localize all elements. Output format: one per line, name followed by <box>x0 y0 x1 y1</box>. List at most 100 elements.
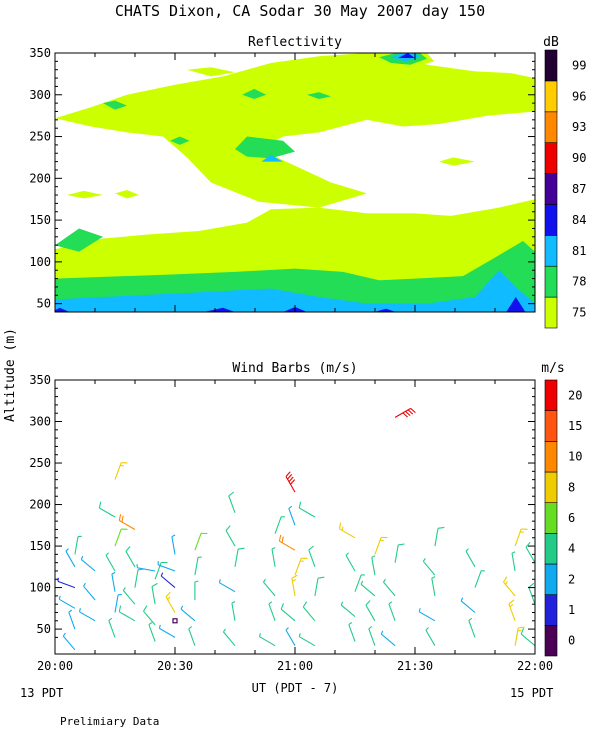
reflectivity-ytick-label: 350 <box>29 46 51 60</box>
colorbar-swatch-10-ms <box>544 440 558 473</box>
reflectivity-region-78-db <box>170 136 190 145</box>
reflectivity-ytick-label: 300 <box>29 88 51 102</box>
wind-barb <box>58 595 76 609</box>
reflectivity-ytick-label: 250 <box>29 130 51 144</box>
reflectivity-region-75-db <box>55 53 535 208</box>
reflectivity-region-78-db <box>103 100 127 110</box>
colorbar-swatch-78 <box>544 265 558 298</box>
wind-barb <box>354 574 365 592</box>
xtick-label: 22:00 <box>517 659 553 673</box>
wind-barb <box>418 608 436 622</box>
wind-barb <box>285 627 296 646</box>
colorbar-unit-ms: m/s <box>541 361 564 376</box>
wind-ytick-label: 100 <box>29 581 51 595</box>
wind-barb <box>98 501 116 518</box>
wind-barb <box>503 576 516 597</box>
wind-barb <box>388 601 396 621</box>
colorbar-label: 6 <box>568 511 575 525</box>
wind-barb <box>368 626 376 646</box>
wind-barb <box>298 633 316 647</box>
wind-barb <box>134 568 145 588</box>
colorbar-label: 99 <box>572 58 586 72</box>
wind-ytick-label: 300 <box>29 415 51 429</box>
start-local-time: 13 PDT <box>20 686 63 700</box>
panel-title-reflectivity: Reflectivity <box>248 35 342 50</box>
reflectivity-region-84-db <box>203 307 235 312</box>
wind-barb <box>180 605 196 622</box>
wind-barb <box>125 546 136 568</box>
reflectivity-region-78-db <box>55 228 103 252</box>
wind-ytick-label: 250 <box>29 456 51 470</box>
colorbar-swatch-96 <box>544 80 558 113</box>
wind-barb <box>434 526 445 547</box>
reflectivity-region-78-db <box>307 92 331 99</box>
wind-barb <box>288 505 296 526</box>
colorbar-swatch-99 <box>544 49 558 82</box>
colorbar-label: 4 <box>568 542 575 556</box>
reflectivity-region-75-db <box>67 190 103 199</box>
wind-barb <box>465 548 476 568</box>
wind-barb <box>160 572 176 589</box>
wind-barb <box>422 557 436 576</box>
colorbar-swatch-2-ms <box>544 563 558 596</box>
colorbar-swatch-90 <box>544 142 558 174</box>
wind-barb <box>105 552 116 572</box>
colorbar-swatch-87 <box>544 173 558 205</box>
wind-barb <box>274 516 285 534</box>
wind-barb <box>394 407 416 418</box>
wind-barb <box>114 593 122 613</box>
colorbar-swatch-93 <box>544 111 558 144</box>
reflectivity-region-75-db <box>439 73 468 85</box>
wind-barb <box>474 570 485 588</box>
wind-barb <box>158 624 176 638</box>
wind-barb <box>118 605 136 622</box>
wind-barb <box>338 522 356 539</box>
colorbar-label: 1 <box>568 603 575 617</box>
wind-barb <box>268 601 276 621</box>
wind-plot-frame <box>54 379 536 655</box>
reflectivity-region-75-db <box>439 157 475 166</box>
wind-barb <box>380 630 396 647</box>
wind-barb <box>365 600 376 622</box>
reflectivity-ytick-label: 50 <box>37 297 51 311</box>
reflectivity-region-75-db <box>115 190 139 199</box>
reflectivity-region-84-db <box>398 53 415 58</box>
wind-barb <box>218 579 236 593</box>
wind-barb <box>122 587 136 605</box>
colorbar-unit-db: dB <box>543 35 559 50</box>
wind-barb <box>511 551 516 572</box>
wind-ytick-label: 350 <box>29 373 51 387</box>
wind-barb <box>234 547 245 567</box>
wind-barb <box>65 548 76 568</box>
reflectivity-region-78-db <box>242 88 267 99</box>
wind-barb <box>231 601 236 621</box>
footer-note: Prelimiary Data <box>60 715 159 728</box>
wind-barb <box>188 626 196 646</box>
wind-barb <box>148 622 156 642</box>
wind-barb <box>108 617 116 638</box>
wind-barb <box>157 561 176 572</box>
wind-barb <box>302 601 316 622</box>
wind-barb <box>280 603 296 622</box>
wind-barb <box>114 462 128 480</box>
wind-ytick-label: 150 <box>29 539 51 553</box>
reflectivity-region-78-db <box>235 136 295 159</box>
reflectivity-region-84-db <box>374 308 396 312</box>
xtick-label: 21:00 <box>277 659 313 673</box>
colorbar-label: 78 <box>572 275 586 289</box>
y-axis-label: Altitude (m) <box>3 328 18 422</box>
colorbar-swatch-6-ms <box>544 502 558 534</box>
colorbar-swatch-15-ms <box>544 410 558 442</box>
wind-barb <box>271 547 276 567</box>
colorbar-label: 96 <box>572 89 586 103</box>
reflectivity-region-81-db <box>261 154 283 162</box>
colorbar-label: 2 <box>568 572 575 586</box>
xtick-label: 20:00 <box>37 659 73 673</box>
reflectivity-region-84-db <box>506 297 526 312</box>
wind-barb <box>74 535 82 555</box>
wind-barb <box>308 545 316 567</box>
reflectivity-region-81-db <box>55 270 535 312</box>
wind-barbs-layer <box>57 407 535 651</box>
wind-barb <box>371 555 376 576</box>
